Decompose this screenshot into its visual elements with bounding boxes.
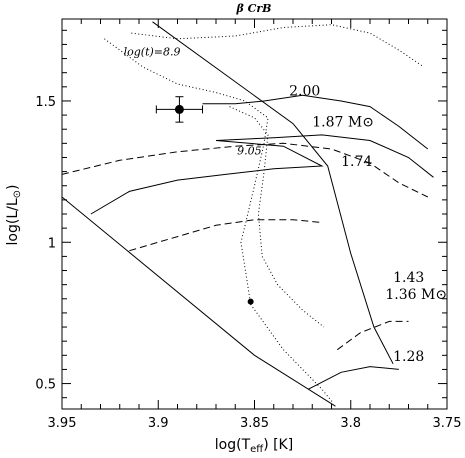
annotation-label: 9.05: [237, 145, 261, 158]
x-tick-label: 3.95: [48, 416, 77, 431]
annotations-layer: log(t)=8.9 9.05 2.00 1.87 M⊙ 1.74 1.431.36 M⊙…: [124, 46, 447, 365]
series-line-9: [131, 24, 425, 68]
x-tick-label: 3.8: [340, 416, 361, 431]
y-tick-label: 0.5: [35, 378, 56, 393]
series-line-4: [90, 134, 434, 215]
y-axis-label: log(L/L⊙): [5, 185, 23, 246]
x-tick-label: 3.75: [433, 416, 462, 431]
x-tick-label: 3.85: [240, 416, 269, 431]
annotation-label: 1.74: [341, 154, 372, 170]
chart-title: β CrB: [236, 2, 272, 15]
curves-layer: [62, 21, 434, 407]
y-tick-label: 1.5: [35, 95, 56, 110]
series-line-3: [202, 94, 429, 150]
annotation-label: 1.28: [393, 349, 424, 365]
axis-ticks: 3.95 3.9 3.85 3.8 3.75 0.5 1 1.5: [35, 19, 461, 431]
annotation-label: 1.87 M⊙: [312, 114, 374, 130]
annotation-label: 2.00: [289, 83, 320, 99]
annotation-label: 1.36 M⊙: [385, 287, 447, 303]
markers-layer: [155, 96, 254, 305]
annotation-label: log(t)=8.9: [124, 46, 181, 59]
star-point-1: [174, 104, 184, 114]
series-line-10: [104, 38, 334, 404]
series-line-2: [152, 21, 394, 365]
x-tick-label: 3.9: [148, 416, 169, 431]
plot-frame: [61, 18, 448, 410]
series-line-8: [308, 366, 399, 390]
star-point-2: [247, 298, 254, 305]
series-line-5: [62, 142, 429, 198]
series-line-1: [62, 196, 336, 407]
y-tick-label: 1: [48, 236, 56, 251]
x-axis-label: log(Teff) [K]: [215, 437, 293, 455]
series-line-6: [129, 219, 322, 252]
series-line-7: [337, 320, 409, 351]
annotation-label: 1.43: [393, 270, 424, 286]
